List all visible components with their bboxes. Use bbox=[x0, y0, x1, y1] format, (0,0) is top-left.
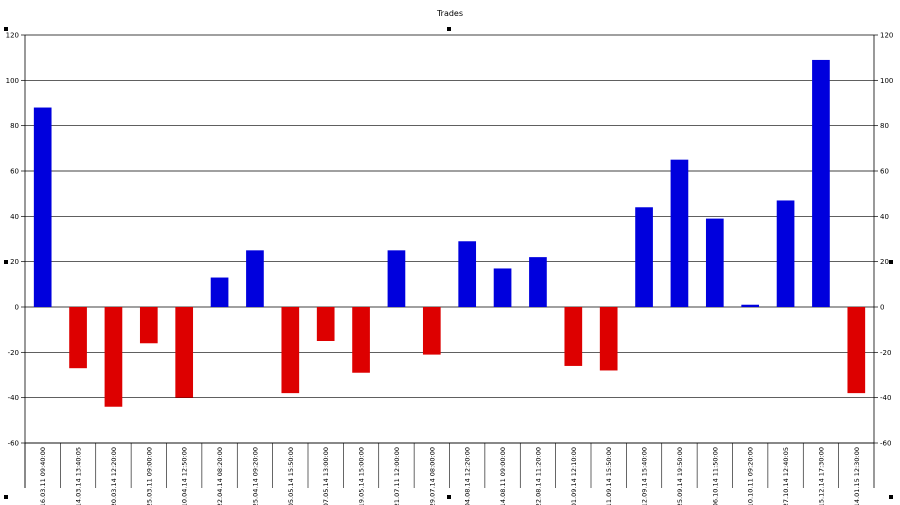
bar bbox=[599, 307, 618, 371]
x-tick-label: 10.04.14 12:50:00 bbox=[181, 447, 189, 505]
bar bbox=[210, 277, 229, 307]
bar bbox=[422, 307, 441, 355]
y-tick-label-right: 40 bbox=[880, 213, 889, 221]
bar bbox=[175, 307, 194, 398]
x-tick-label: 04.08.14 12:20:00 bbox=[464, 447, 472, 505]
y-tick-label-left: 20 bbox=[10, 258, 19, 266]
x-tick-label: 22.04.14 08:20:00 bbox=[216, 447, 224, 505]
bar bbox=[776, 200, 795, 307]
y-tick-label-left: 80 bbox=[10, 122, 19, 130]
y-tick-label-left: -60 bbox=[8, 440, 19, 448]
bar bbox=[564, 307, 583, 366]
resize-handle bbox=[889, 495, 893, 499]
bar bbox=[246, 250, 264, 307]
x-tick-label: 12.09.14 15:40:00 bbox=[641, 447, 649, 505]
x-tick-label: 14.03.14 13:40:05 bbox=[75, 447, 83, 505]
y-tick-label-right: 0 bbox=[880, 304, 884, 312]
x-tick-label: 22.08.14 11:20:00 bbox=[534, 447, 542, 505]
x-tick-label: 21.07.11 12:00:00 bbox=[393, 447, 401, 505]
x-tick-label: 10.10.11 09:20:00 bbox=[747, 447, 755, 505]
bar bbox=[529, 257, 547, 307]
x-tick-label: 25.03.11 09:00:00 bbox=[145, 447, 153, 505]
x-tick-label: 29.07.14 08:00:00 bbox=[428, 447, 436, 505]
bar bbox=[741, 304, 760, 307]
y-tick-label-right: 120 bbox=[880, 32, 893, 40]
y-tick-label-left: -20 bbox=[8, 349, 19, 357]
x-tick-label: 20.03.14 12:20:00 bbox=[110, 447, 118, 505]
y-tick-label-right: -20 bbox=[880, 349, 891, 357]
resize-handle bbox=[447, 27, 451, 31]
bar bbox=[387, 250, 406, 307]
x-tick-label: 15.12.14 17:30:00 bbox=[817, 447, 825, 505]
x-tick-label: 01.09.14 12:10:00 bbox=[570, 447, 578, 505]
x-tick-label: 19.05.14 15:00:00 bbox=[358, 447, 366, 505]
x-tick-label: 14.01.15 12:30:00 bbox=[853, 447, 861, 505]
y-tick-label-right: -60 bbox=[880, 440, 891, 448]
y-tick-label-right: 20 bbox=[880, 258, 889, 266]
y-tick-label-right: 100 bbox=[880, 77, 893, 85]
y-tick-label-right: 80 bbox=[880, 122, 889, 130]
y-tick-label-left: 40 bbox=[10, 213, 19, 221]
x-tick-label: 25.09.14 19:50:00 bbox=[676, 447, 684, 505]
y-tick-label-right: 60 bbox=[880, 168, 889, 176]
bar bbox=[139, 307, 158, 344]
x-tick-label: 11.09.14 15:50:00 bbox=[605, 447, 613, 505]
resize-handle bbox=[4, 495, 8, 499]
bar bbox=[635, 207, 653, 307]
y-axis-right-ticks: -60 -40 -20 0 20 40 60 80 100 120 bbox=[880, 32, 893, 448]
bar bbox=[705, 218, 724, 307]
x-tick-label: 25.04.14 09:20:00 bbox=[251, 447, 259, 505]
y-tick-label-left: 100 bbox=[6, 77, 19, 85]
bar bbox=[281, 307, 300, 394]
chart-title: Trades bbox=[436, 9, 463, 18]
resize-handle bbox=[4, 27, 8, 31]
bar bbox=[458, 241, 477, 307]
x-tick-label: 07.05.14 13:00:00 bbox=[322, 447, 330, 505]
resize-handle bbox=[4, 260, 8, 264]
x-tick-label: 14.08.11 09:00:00 bbox=[499, 447, 507, 505]
x-axis-category-labels: 16.03.11 09:40:00 14.03.14 13:40:05 20.03.… bbox=[39, 447, 861, 505]
y-tick-label-right: -40 bbox=[880, 394, 891, 402]
bar bbox=[69, 307, 87, 369]
y-tick-label-left: -40 bbox=[8, 394, 19, 402]
bar bbox=[33, 107, 52, 308]
selection-handles bbox=[4, 27, 893, 499]
y-tick-label-left: 0 bbox=[15, 304, 19, 312]
y-tick-label-left: 60 bbox=[10, 168, 19, 176]
x-tick-label: 05.05.14 15:50:00 bbox=[287, 447, 295, 505]
bar bbox=[104, 307, 123, 407]
x-tick-label: 27.10.14 12:40:05 bbox=[782, 447, 790, 505]
x-tick-label: 06.10.14 11:50:00 bbox=[711, 447, 719, 505]
resize-handle bbox=[447, 495, 451, 499]
x-tick-label: 16.03.11 09:40:00 bbox=[39, 447, 47, 505]
y-tick-label-left: 120 bbox=[6, 32, 19, 40]
bar-series bbox=[33, 59, 866, 407]
bar bbox=[316, 307, 335, 341]
gridlines bbox=[21, 34, 878, 488]
bar bbox=[847, 307, 866, 394]
y-axis-left-ticks: -60 -40 -20 0 20 40 60 80 100 120 bbox=[6, 32, 19, 448]
resize-handle bbox=[889, 260, 893, 264]
bar bbox=[670, 159, 689, 307]
bar bbox=[812, 59, 830, 307]
bar bbox=[493, 268, 512, 307]
bar bbox=[352, 307, 370, 373]
